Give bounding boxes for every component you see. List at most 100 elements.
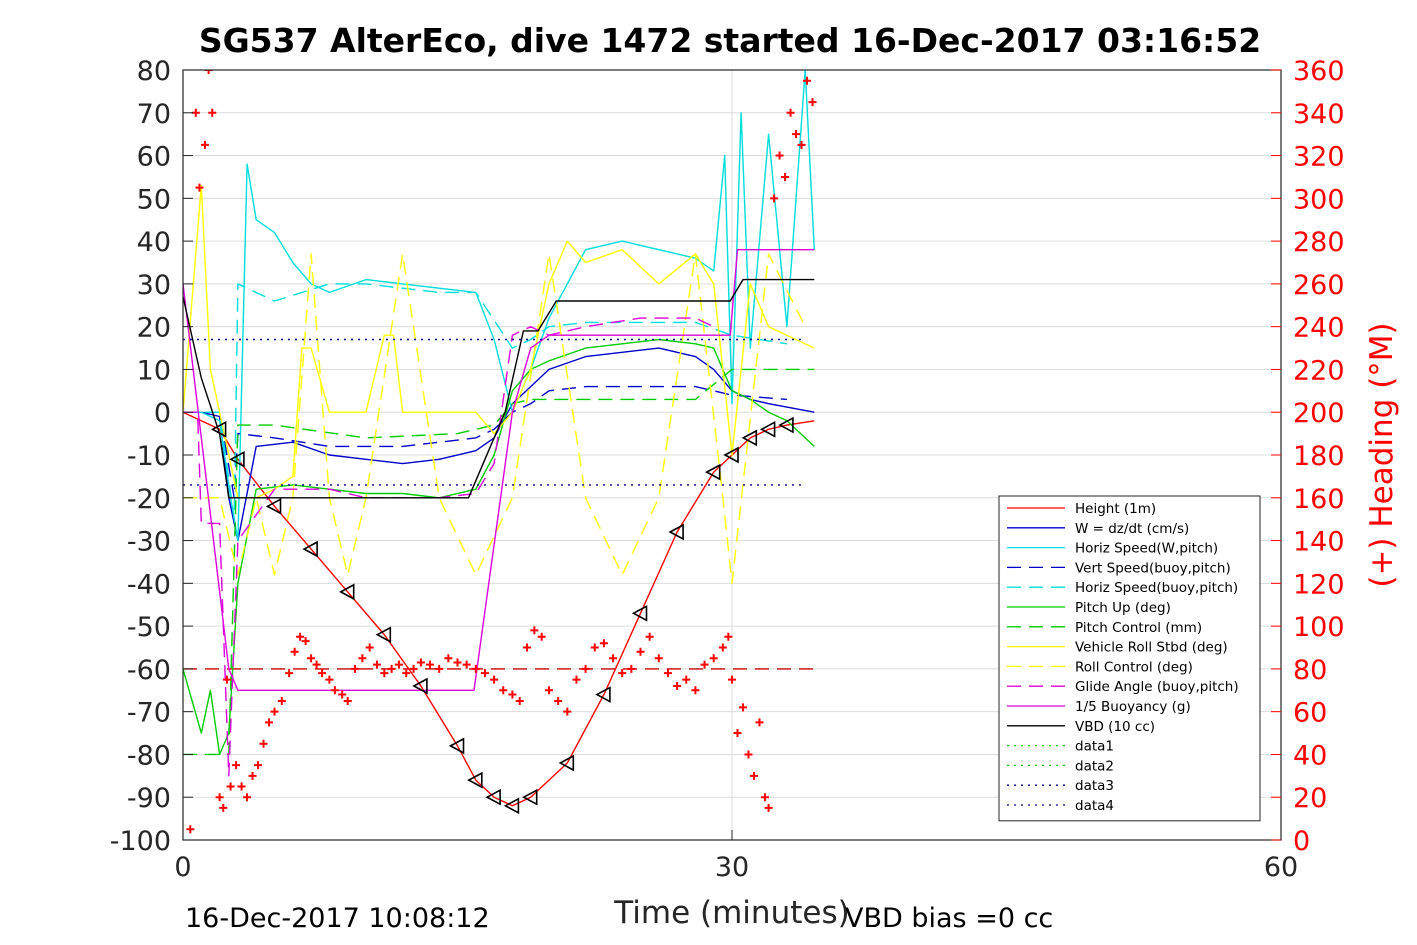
heading-point <box>530 626 539 635</box>
heading-point <box>775 151 784 160</box>
heading-point <box>387 664 396 673</box>
heading-point <box>343 696 352 705</box>
legend-label: Pitch Up (deg) <box>1075 600 1171 616</box>
heading-point <box>426 660 435 669</box>
y-tick-label: -100 <box>110 826 171 857</box>
heading-point <box>416 658 425 667</box>
heading-point <box>609 654 618 663</box>
heading-point <box>480 669 489 678</box>
legend-label: data4 <box>1075 798 1114 814</box>
heading-point <box>462 660 471 669</box>
legend-label: 1/5 Buoyancy (g) <box>1075 699 1191 715</box>
heading-point <box>372 660 381 669</box>
footer-vbd-bias: VBD bias =0 cc <box>845 903 1053 934</box>
heading-point <box>581 664 590 673</box>
heading-point <box>599 639 608 648</box>
legend: Height (1m) W = dz/dt (cm/s) Horiz Speed(W… <box>998 495 1261 822</box>
y2-tick-label: 240 <box>1293 313 1345 344</box>
series-group <box>183 70 817 834</box>
heading-point <box>515 696 524 705</box>
heading-point <box>290 647 299 656</box>
heading-point <box>537 632 546 641</box>
legend-label: Vehicle Roll Stbd (deg) <box>1075 640 1228 656</box>
legend-label: Vert Speed(buoy,pitch) <box>1075 560 1231 576</box>
heading-point <box>700 660 709 669</box>
legend-label: W = dz/dt (cm/s) <box>1075 521 1189 537</box>
y2-tick-label: 100 <box>1293 612 1345 643</box>
legend-label: data1 <box>1075 739 1114 755</box>
legend-label: Horiz Speed(buoy,pitch) <box>1075 580 1238 596</box>
y-tick-label: 10 <box>137 355 171 386</box>
heading-point <box>219 803 228 812</box>
heading-point <box>755 718 764 727</box>
heading-point <box>718 643 727 652</box>
y2-tick-label: 200 <box>1293 398 1345 429</box>
height-marker <box>467 771 483 789</box>
height-marker <box>595 686 611 703</box>
heading-point <box>195 183 204 192</box>
legend-label: Height (1m) <box>1075 501 1156 517</box>
heading-point <box>330 686 339 695</box>
heading-point <box>301 637 310 646</box>
heading-point <box>808 98 817 107</box>
y-tick-label: 80 <box>137 56 171 87</box>
heading-point <box>797 140 806 149</box>
heading-point <box>733 729 742 738</box>
legend-box <box>998 495 1261 822</box>
heading-point <box>554 696 563 705</box>
y2-tick-label: 280 <box>1293 227 1345 258</box>
y-tick-label: 60 <box>137 142 171 173</box>
heading-point <box>709 654 718 663</box>
heading-point <box>237 782 246 791</box>
heading-point <box>394 660 403 669</box>
y2-tick-label: 40 <box>1293 740 1327 771</box>
heading-point <box>572 675 581 684</box>
heading-point <box>744 750 753 759</box>
y2-axis-label: (+) Heading (°M) <box>1364 322 1400 587</box>
heading-point <box>277 696 286 705</box>
height-marker <box>741 429 758 447</box>
y-tick-label: 0 <box>154 398 171 429</box>
heading-point <box>786 108 795 117</box>
heading-point <box>208 108 217 117</box>
y2-tick-label: 180 <box>1293 441 1345 472</box>
height-marker <box>522 788 538 806</box>
y-tick-label: -30 <box>127 527 171 558</box>
y2-tick-label: 20 <box>1293 783 1327 814</box>
legend-label: Roll Control (deg) <box>1075 659 1193 675</box>
height-marker <box>339 583 355 601</box>
heading-point <box>618 669 627 678</box>
y2-tick-label: 320 <box>1293 142 1345 173</box>
y-tick-label: -10 <box>127 441 171 472</box>
heading-point <box>724 632 733 641</box>
heading-point <box>351 664 360 673</box>
heading-point <box>358 654 367 663</box>
heading-point <box>764 803 773 812</box>
x-tick-label: 60 <box>1264 852 1298 883</box>
heading-point <box>471 664 480 673</box>
heading-point <box>435 664 444 673</box>
heading-point <box>307 654 316 663</box>
heading-point <box>248 771 257 780</box>
heading-point <box>444 654 453 663</box>
y2-tick-label: 260 <box>1293 270 1345 301</box>
y-tick-label: 40 <box>137 227 171 258</box>
height-marker <box>229 450 245 468</box>
y2-tick-label: 160 <box>1293 484 1345 515</box>
y-tick-label: -50 <box>127 612 171 643</box>
height-marker <box>448 737 465 755</box>
height-marker <box>778 416 794 434</box>
x-tick-label: 0 <box>174 852 191 883</box>
heading-point <box>409 664 418 673</box>
series-line-horiz-speed-w-pitch <box>183 70 815 542</box>
y-tick-label: 50 <box>137 184 171 215</box>
y-tick-label: 30 <box>137 270 171 301</box>
heading-point <box>738 703 747 712</box>
heading-point <box>645 632 654 641</box>
heading-point <box>254 761 263 770</box>
series-line-roll-control-deg <box>183 253 806 584</box>
height-marker <box>705 463 721 481</box>
y-tick-label: 70 <box>137 99 171 130</box>
heading-point <box>226 782 235 791</box>
